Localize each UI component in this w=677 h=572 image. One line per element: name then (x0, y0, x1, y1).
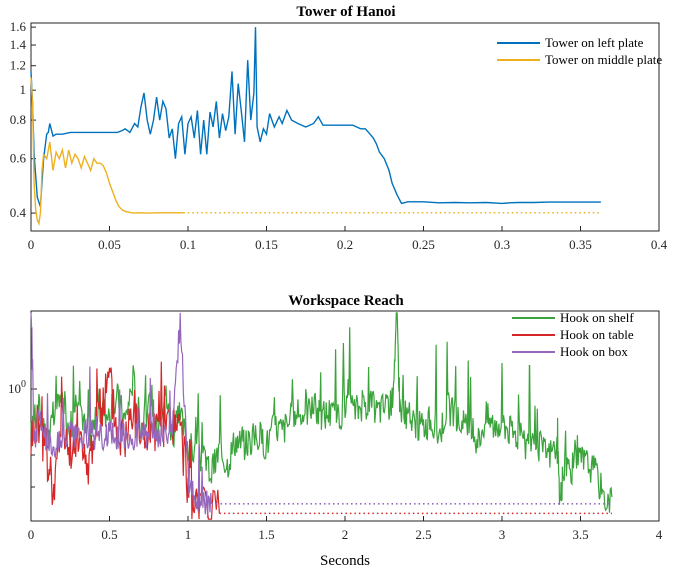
chart-title: Workspace Reach (288, 293, 404, 309)
series-line-2 (30, 312, 213, 519)
chart-workspace-reach: Workspace Reach 0 0.5 1 1.5 2 2.5 3 3.5 4 100 Ho… (8, 293, 663, 569)
legend-label-shelf: Hook on shelf (560, 310, 634, 325)
x-tick-label: 0.5 (101, 527, 117, 542)
x-tick-label: 3 (499, 527, 506, 542)
series-group (30, 312, 613, 520)
y-tick-label: 0.6 (10, 151, 27, 166)
y-tick-label: 0.4 (10, 205, 27, 220)
x-tick-label: 0.15 (255, 237, 278, 252)
x-tick-label: 4 (656, 527, 663, 542)
chart-title: Tower of Hanoi (296, 4, 395, 20)
legend-box (490, 30, 655, 70)
x-tick-label: 0.35 (569, 237, 592, 252)
y-tick-label: 1.4 (10, 37, 27, 52)
x-tick-label: 1.5 (258, 527, 274, 542)
chart-tower-of-hanoi: Tower of Hanoi 0 0.05 0.1 0.15 0.2 0.25 0.3 0.3… (10, 4, 668, 252)
legend-label-middle-plate: Tower on middle plate (545, 52, 662, 67)
x-tick-label: 0.3 (494, 237, 510, 252)
legend-box (505, 313, 655, 365)
y-tick-label: 100 (8, 379, 26, 396)
x-tick-label: 0.25 (412, 237, 435, 252)
x-tick-label: 0.2 (337, 237, 353, 252)
x-tick-label: 2 (342, 527, 349, 542)
x-axis-label: Seconds (320, 553, 370, 569)
x-tick-label: 2.5 (415, 527, 431, 542)
legend-label-box: Hook on box (560, 344, 628, 359)
x-tick-label: 0.1 (180, 237, 196, 252)
legend-label-table: Hook on table (560, 327, 634, 342)
x-tick-label: 1 (185, 527, 192, 542)
y-tick-label: 0.8 (10, 112, 26, 127)
series-group (30, 27, 601, 226)
y-tick-label: 1 (20, 82, 27, 97)
y-axis: 0.4 0.6 0.8 1 1.2 1.4 1.6 (10, 19, 36, 220)
legend: Tower on left plate Tower on middle plat… (490, 30, 662, 70)
series-line-0 (30, 27, 601, 207)
x-axis: 0 0.5 1 1.5 2 2.5 3 3.5 4 (28, 516, 663, 542)
x-tick-label: 0 (28, 527, 35, 542)
series-line-0 (30, 312, 613, 513)
x-tick-label: 3.5 (572, 527, 588, 542)
legend-label-left-plate: Tower on left plate (545, 35, 644, 50)
y-tick-label: 1.6 (10, 19, 27, 34)
series-line-1 (30, 361, 220, 520)
x-tick-label: 0.05 (98, 237, 121, 252)
legend: Hook on shelf Hook on table Hook on box (505, 310, 655, 365)
y-tick-label: 1.2 (10, 58, 26, 73)
x-tick-label: 0 (28, 237, 35, 252)
x-tick-label: 0.4 (651, 237, 668, 252)
x-axis: 0 0.05 0.1 0.15 0.2 0.25 0.3 0.35 0.4 (28, 226, 668, 252)
series-line-1 (30, 77, 184, 226)
